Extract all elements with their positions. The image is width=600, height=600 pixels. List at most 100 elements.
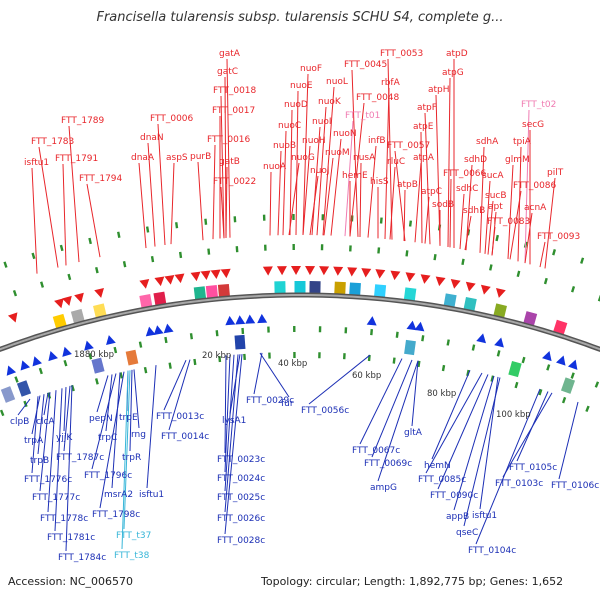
forward-gene-label[interactable]: gatA xyxy=(219,49,241,59)
forward-gene-label[interactable]: FTT_1783 xyxy=(31,137,74,147)
forward-gene-label[interactable]: nuoK xyxy=(318,97,342,107)
forward-gene-label[interactable]: atpD xyxy=(446,49,468,59)
forward-gene-label[interactable]: FTT_0022 xyxy=(213,177,256,187)
forward-gene-label[interactable]: atpE xyxy=(413,122,434,132)
forward-gene-label[interactable]: atpF xyxy=(417,103,437,113)
forward-gene-label[interactable]: hemE xyxy=(342,171,368,181)
reverse-gene-label[interactable]: FTT_0067c xyxy=(352,446,400,456)
reverse-gene-label[interactable]: FTT_0013c xyxy=(156,412,204,422)
reverse-gene-label[interactable]: FTT_0014c xyxy=(161,432,209,442)
forward-gene-label[interactable]: rbfA xyxy=(381,78,401,88)
reverse-gene-label[interactable]: trpE xyxy=(119,413,138,423)
forward-gene-label[interactable]: gatC xyxy=(217,67,238,77)
forward-gene-label[interactable]: secG xyxy=(522,120,544,130)
reverse-gene-label[interactable]: FTT_t37 xyxy=(116,531,151,541)
forward-gene-label[interactable]: pilT xyxy=(547,168,564,178)
forward-gene-label[interactable]: atpC xyxy=(421,187,442,197)
reverse-gene-label[interactable]: FTT_0085c xyxy=(418,475,466,485)
reverse-gene-label[interactable]: pepN xyxy=(89,414,113,424)
forward-gene-label[interactable]: FTT_0016 xyxy=(207,135,251,145)
forward-gene-label[interactable]: FTT_0018 xyxy=(213,86,257,96)
forward-gene-label[interactable]: purB xyxy=(190,152,211,162)
reverse-gene-label[interactable]: isftu1 xyxy=(472,511,497,521)
reverse-gene-label[interactable]: FTT_0029c xyxy=(246,396,294,406)
forward-gene-label[interactable]: FTT_0048 xyxy=(356,93,400,103)
forward-gene-label[interactable]: dnaA xyxy=(131,153,155,163)
forward-gene-label[interactable]: atpB xyxy=(397,180,418,190)
reverse-gene-label[interactable]: clcA xyxy=(36,417,55,427)
forward-gene-label[interactable]: FTT_t02 xyxy=(521,100,556,110)
forward-gene-label[interactable]: apt xyxy=(488,202,503,212)
reverse-gene-label[interactable]: FTT_1798c xyxy=(92,510,140,520)
forward-gene-label[interactable]: atpA xyxy=(413,153,435,163)
forward-gene-label[interactable]: FTT_1791 xyxy=(55,154,98,164)
forward-gene-label[interactable]: nuoB xyxy=(273,141,296,151)
forward-gene-label[interactable]: sucB xyxy=(485,191,507,201)
forward-gene-label[interactable]: FTT_0086 xyxy=(513,181,557,191)
reverse-gene-label[interactable]: qseC xyxy=(456,528,478,538)
forward-gene-label[interactable]: FTT_0057 xyxy=(387,141,430,151)
forward-gene-label[interactable]: aspS xyxy=(166,153,188,163)
reverse-gene-label[interactable]: FTT_0026c xyxy=(217,514,265,524)
reverse-gene-label[interactable]: FTT_0090c xyxy=(430,491,478,501)
reverse-gene-label[interactable]: trpB xyxy=(30,456,49,466)
reverse-gene-label[interactable]: FTT_0103c xyxy=(495,479,543,489)
forward-gene-label[interactable]: FTT_0006 xyxy=(150,114,194,124)
forward-gene-label[interactable]: infB xyxy=(368,136,386,146)
reverse-gene-label[interactable]: clpB xyxy=(10,417,29,427)
forward-gene-label[interactable]: FTT_0045 xyxy=(344,60,387,70)
forward-gene-label[interactable]: dnaN xyxy=(140,133,164,143)
reverse-gene-label[interactable]: hemN xyxy=(424,461,451,471)
forward-gene-label[interactable]: FTT_1789 xyxy=(61,116,105,126)
reverse-gene-label[interactable]: FTT_0023c xyxy=(217,455,265,465)
forward-gene-label[interactable]: FTT_0093 xyxy=(537,232,580,242)
forward-gene-label[interactable]: sdhC xyxy=(456,184,478,194)
forward-gene-label[interactable]: rluC xyxy=(387,157,405,167)
forward-gene-label[interactable]: FTT_0066 xyxy=(443,169,487,179)
reverse-gene-label[interactable]: FTT_1781c xyxy=(47,533,95,543)
reverse-gene-label[interactable]: trpC xyxy=(98,433,117,443)
forward-gene-label[interactable]: nuoE xyxy=(290,81,313,91)
forward-gene-label[interactable]: nuoM xyxy=(325,148,350,158)
forward-gene-label[interactable]: tpiA xyxy=(513,137,532,147)
reverse-gene-label[interactable]: trpA xyxy=(24,436,44,446)
forward-gene-label[interactable]: gatB xyxy=(219,157,240,167)
reverse-gene-label[interactable]: FTT_0056c xyxy=(301,406,349,416)
forward-gene-label[interactable]: isftu1 xyxy=(24,158,49,168)
reverse-gene-label[interactable]: msrA2 xyxy=(104,490,133,500)
forward-gene-label[interactable]: acnA xyxy=(524,203,547,213)
forward-gene-label[interactable]: nuoH xyxy=(302,136,326,146)
forward-gene-label[interactable]: sdhB xyxy=(463,206,485,216)
forward-gene-label[interactable]: nuoL xyxy=(326,77,348,87)
reverse-gene-label[interactable]: fur xyxy=(281,399,294,409)
reverse-gene-label[interactable]: FTT_1777c xyxy=(32,493,80,503)
forward-gene-label[interactable]: atpH xyxy=(428,85,450,95)
forward-gene-label[interactable]: nuoN xyxy=(333,129,357,139)
reverse-gene-label[interactable]: ampG xyxy=(370,483,397,493)
forward-gene-label[interactable]: nuoJ xyxy=(310,166,330,176)
reverse-gene-label[interactable]: yjjK xyxy=(56,433,73,443)
reverse-gene-label[interactable]: FTT_1796c xyxy=(84,471,132,481)
reverse-gene-label[interactable]: FTT_1787c xyxy=(56,453,104,463)
reverse-gene-label[interactable]: appB xyxy=(446,512,469,522)
forward-gene-label[interactable]: sodB xyxy=(432,200,454,210)
reverse-gene-label[interactable]: FTT_0105c xyxy=(509,463,557,473)
forward-gene-label[interactable]: nuoF xyxy=(300,64,322,74)
forward-gene-label[interactable]: FTT_1794 xyxy=(79,174,123,184)
forward-gene-label[interactable]: atpG xyxy=(442,68,464,78)
forward-gene-label[interactable]: nuoI xyxy=(312,117,332,127)
forward-gene-label[interactable]: nusA xyxy=(353,153,376,163)
reverse-gene-label[interactable]: FTT_1776c xyxy=(24,475,72,485)
reverse-gene-label[interactable]: trpR xyxy=(122,453,141,463)
forward-gene-label[interactable]: sdhA xyxy=(476,137,499,147)
forward-gene-label[interactable]: nuoC xyxy=(278,121,301,131)
forward-gene-label[interactable]: FTT_0017 xyxy=(212,106,255,116)
reverse-gene-label[interactable]: isftu1 xyxy=(139,490,164,500)
reverse-gene-label[interactable]: rng xyxy=(131,430,146,440)
forward-gene-label[interactable]: nuoA xyxy=(263,162,287,172)
reverse-gene-label[interactable]: FTT_0028c xyxy=(217,536,265,546)
forward-gene-label[interactable]: hisS xyxy=(370,177,389,187)
forward-gene-label[interactable]: sdhD xyxy=(464,155,487,165)
reverse-gene-label[interactable]: lysA1 xyxy=(222,416,246,426)
reverse-gene-label[interactable]: FTT_0025c xyxy=(217,493,265,503)
